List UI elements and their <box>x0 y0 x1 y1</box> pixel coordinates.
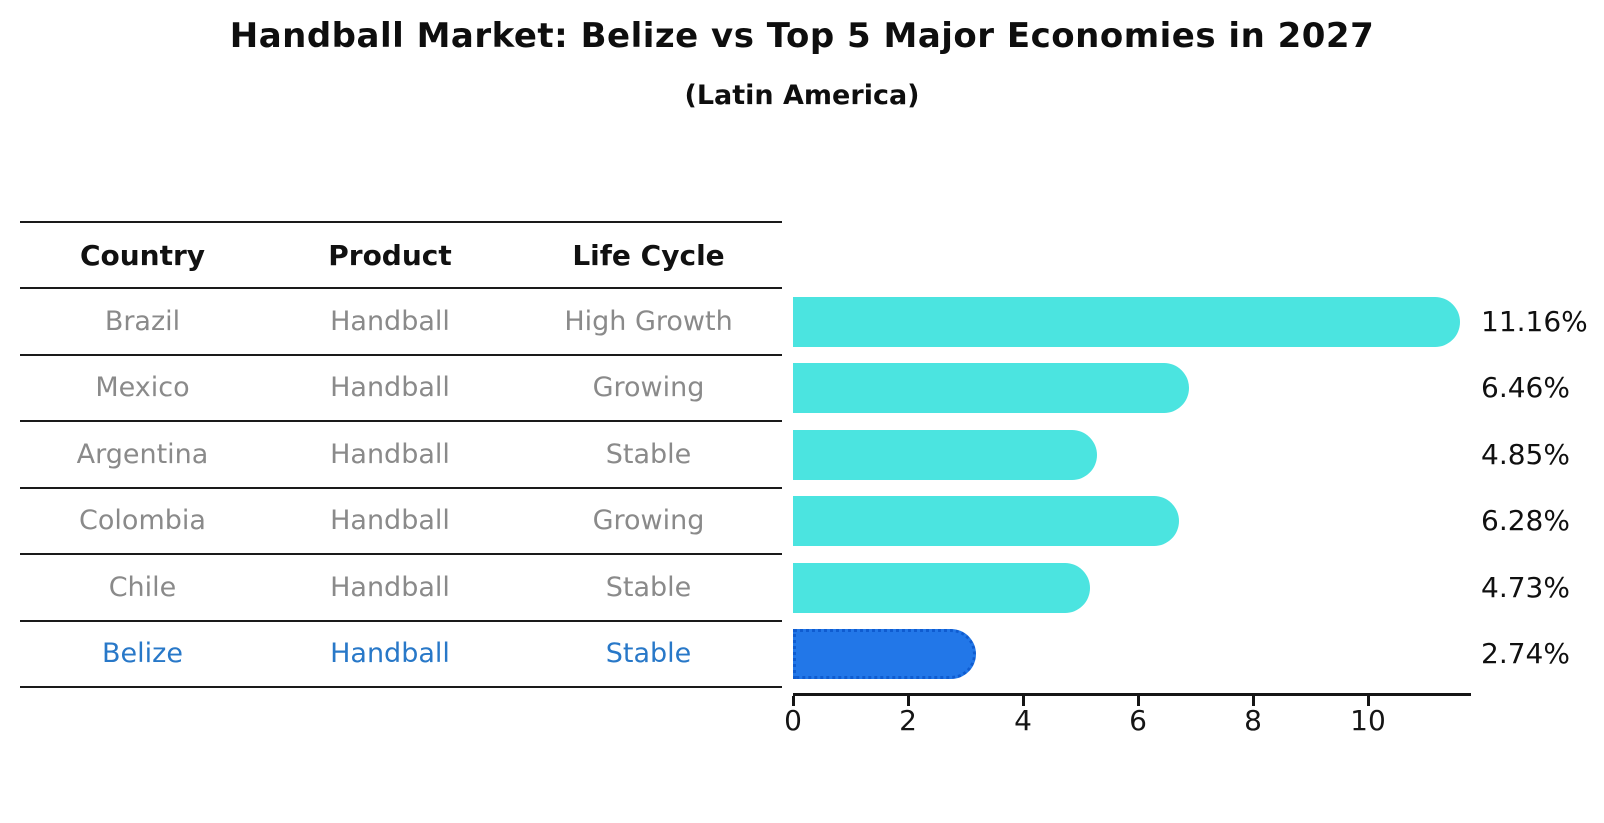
cell-country: Colombia <box>79 505 206 537</box>
bar-argentina <box>793 429 1097 480</box>
x-axis-tick-4 <box>1021 696 1025 706</box>
table-header-row: Country Product Life Cycle <box>20 221 782 289</box>
x-axis-line <box>793 693 1471 696</box>
bar-value-label-belize: 2.74% <box>1481 637 1570 670</box>
table-row: Belize Handball Stable <box>20 622 782 688</box>
bar-colombia <box>793 496 1180 546</box>
table-row: Brazil Handball High Growth <box>20 289 782 356</box>
cell-product: Handball <box>330 505 450 537</box>
table-row: Mexico Handball Growing <box>20 356 782 422</box>
cell-country: Argentina <box>76 438 209 470</box>
bar-mexico <box>793 363 1190 413</box>
cell-country: Mexico <box>95 372 190 404</box>
cell-life-cycle: High Growth <box>564 305 733 337</box>
bar-belize <box>793 629 976 679</box>
chart-title: Handball Market: Belize vs Top 5 Major E… <box>229 16 1375 56</box>
cell-life-cycle: Stable <box>605 638 692 670</box>
x-axis-tick-0 <box>791 696 795 706</box>
x-axis-tick-label-0: 0 <box>784 704 802 737</box>
cell-country: Brazil <box>104 305 181 337</box>
bar-value-label-brazil: 11.16% <box>1481 304 1588 338</box>
x-axis-tick-label-4: 4 <box>1014 704 1032 737</box>
x-axis-tick-2 <box>906 696 910 706</box>
x-axis-tick-10 <box>1366 696 1370 706</box>
bar-value-label-colombia: 6.28% <box>1481 504 1570 537</box>
column-header-country: Country <box>79 238 206 272</box>
x-axis-tick-8 <box>1251 696 1255 706</box>
cell-product: Handball <box>330 438 450 470</box>
bar-value-label-argentina: 4.85% <box>1481 437 1570 471</box>
bar-value-label-chile: 4.73% <box>1481 570 1570 604</box>
cell-life-cycle: Growing <box>592 372 705 404</box>
cell-life-cycle: Stable <box>605 438 692 470</box>
bar-chile <box>793 562 1090 613</box>
comparison-table: Country Product Life Cycle Brazil Handba… <box>20 221 782 688</box>
cell-life-cycle: Stable <box>605 571 692 603</box>
cell-life-cycle: Growing <box>592 505 705 537</box>
cell-product: Handball <box>330 305 450 337</box>
column-header-life-cycle: Life Cycle <box>572 238 725 272</box>
table-body: Brazil Handball High Growth Mexico Handb… <box>20 289 782 688</box>
table-row: Colombia Handball Growing <box>20 489 782 555</box>
x-axis-tick-label-10: 10 <box>1350 704 1386 737</box>
column-header-product: Product <box>328 238 452 272</box>
x-axis-tick-label-6: 6 <box>1129 704 1147 737</box>
chart-subtitle: (Latin America) <box>684 80 920 111</box>
cell-product: Handball <box>330 571 450 603</box>
cell-country: Chile <box>108 571 177 603</box>
cell-product: Handball <box>330 638 450 670</box>
x-axis-tick-label-8: 8 <box>1244 704 1262 737</box>
table-row: Chile Handball Stable <box>20 555 782 622</box>
cell-country: Belize <box>102 638 183 670</box>
bar-value-label-mexico: 6.46% <box>1481 371 1570 404</box>
cell-product: Handball <box>330 372 450 404</box>
bar-brazil <box>793 296 1460 347</box>
table-row: Argentina Handball Stable <box>20 422 782 489</box>
x-axis-tick-6 <box>1136 696 1140 706</box>
x-axis-tick-label-2: 2 <box>899 704 917 737</box>
